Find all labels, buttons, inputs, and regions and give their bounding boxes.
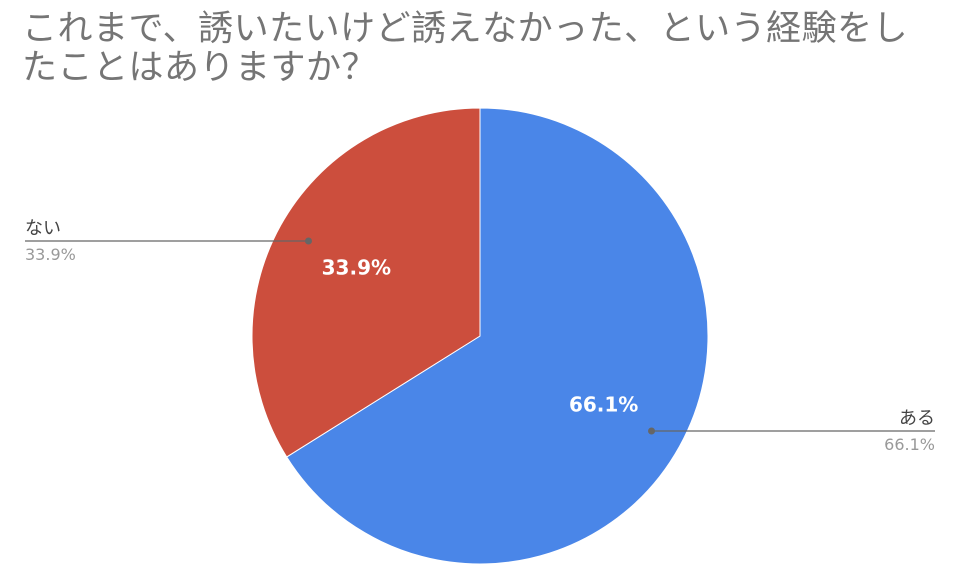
slice-1-callout-percent: 33.9% [25,245,76,264]
slice-0-callout-label: ある [899,408,935,429]
pie-callouts: ある 66.1% ない 33.9% [25,218,935,454]
slice-1[interactable] [251,107,481,458]
slice-0-value-label: 66.1% [569,392,638,416]
slice-0[interactable] [286,107,709,565]
slice-1-value-label: 33.9% [322,256,391,280]
chart-title: これまで、誘いたいけど誘えなかった、という経験をしたことはありますか？ [22,9,909,88]
pie-slices: 66.1% 33.9% [251,107,709,565]
slice-0-callout-percent: 66.1% [884,435,935,454]
slice-1-leader-dot [304,237,312,245]
slice-1-callout-label: ない [25,218,61,239]
slice-0-leader-dot [648,427,656,435]
